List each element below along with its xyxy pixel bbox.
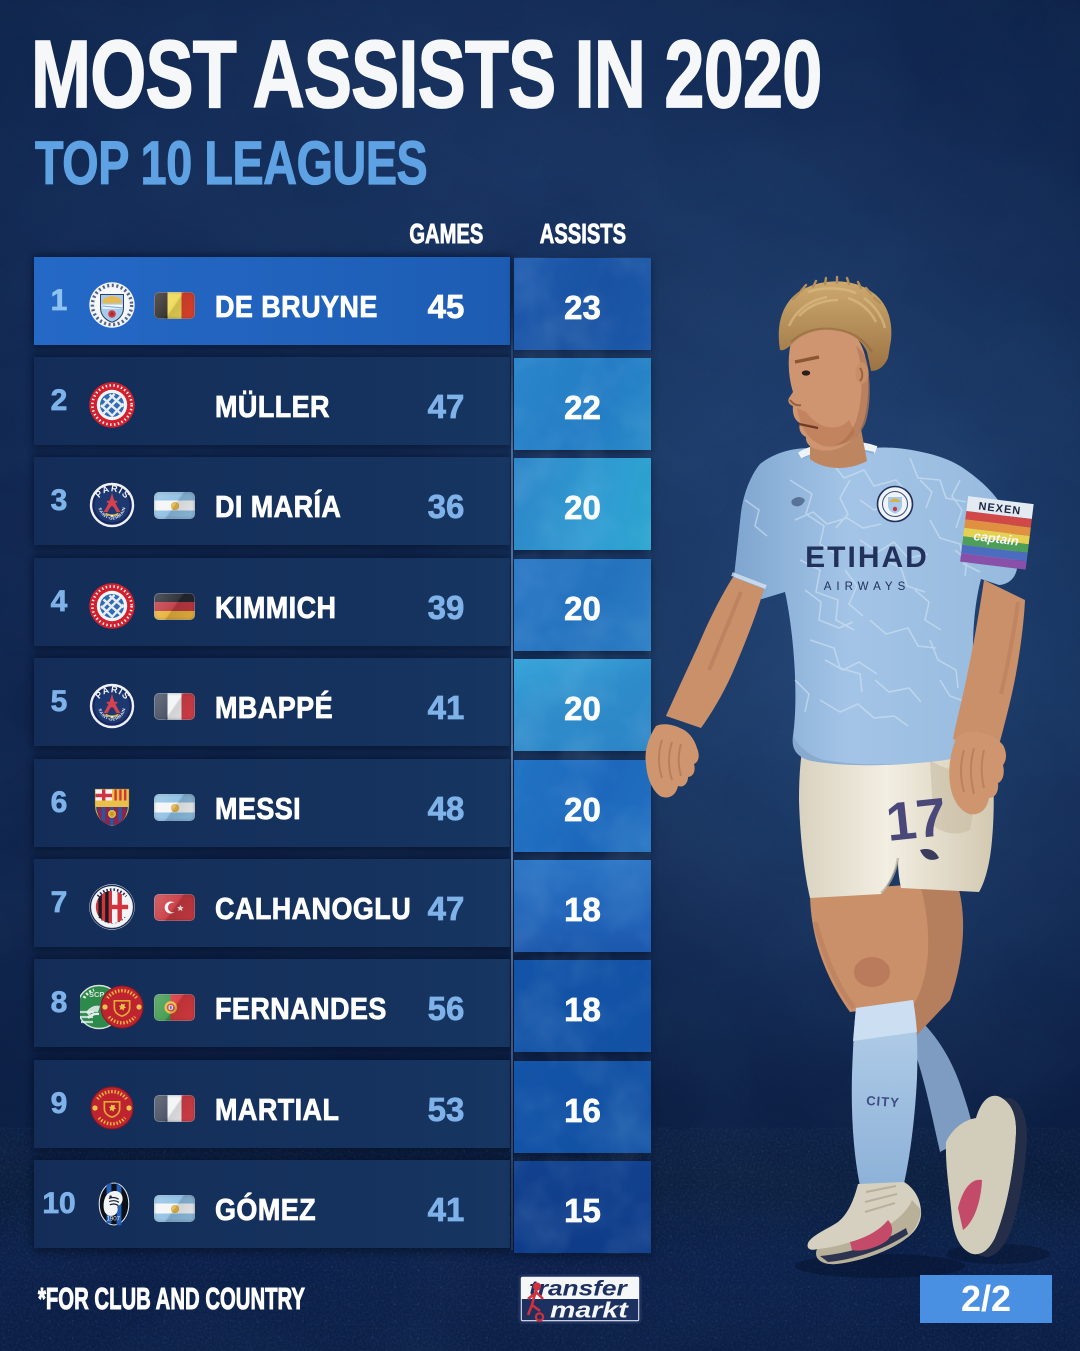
svg-text:ETIHAD: ETIHAD	[805, 541, 929, 574]
svg-text:1907: 1907	[107, 1217, 121, 1223]
svg-text:markt: markt	[550, 1299, 630, 1323]
svg-text:SCP: SCP	[89, 990, 104, 999]
svg-text:CITY: CITY	[866, 1093, 901, 1110]
svg-text:NEXEN: NEXEN	[978, 500, 1022, 517]
svg-text:captain: captain	[973, 528, 1020, 548]
svg-text:transfer: transfer	[529, 1277, 629, 1301]
svg-text:17: 17	[883, 787, 949, 853]
svg-text:PARIS: PARIS	[93, 684, 132, 702]
svg-text:AIRWAYS: AIRWAYS	[824, 581, 911, 593]
svg-text:PARIS: PARIS	[93, 483, 132, 501]
